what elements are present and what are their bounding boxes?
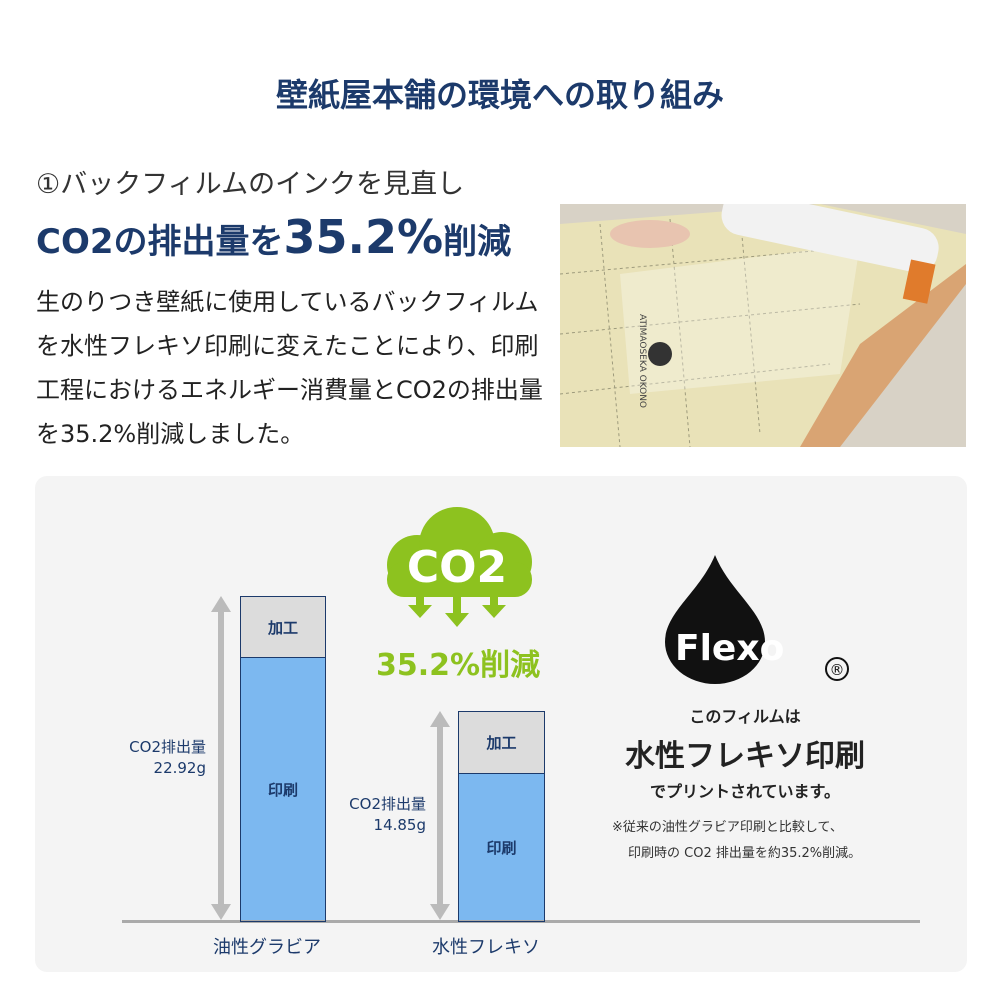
segment-printing: 印刷 bbox=[241, 658, 325, 920]
co2-cloud-icon: CO2 bbox=[387, 507, 532, 627]
double-arrow-icon bbox=[211, 596, 231, 920]
flexo-line2: 水性フレキソ印刷 bbox=[625, 739, 865, 774]
segment-processing: 加工 bbox=[241, 597, 325, 658]
bar-gravure: 加工 印刷 bbox=[240, 596, 326, 922]
page-title: 壁紙屋本舗の環境への取り組み bbox=[275, 76, 724, 114]
flexo-logo: Flexo ® bbox=[665, 555, 849, 684]
flexo-line1: このフィルムは bbox=[689, 707, 801, 726]
bar-total-label: CO2排出量 22.92g bbox=[129, 738, 206, 777]
photo-print-text: ATIMAOSEKA OKONO bbox=[637, 314, 647, 408]
flexo-note2: 印刷時の CO2 排出量を約35.2%削減。 bbox=[628, 846, 862, 861]
bar-flexo: 加工 印刷 bbox=[458, 711, 545, 922]
product-photo: ATIMAOSEKA OKONO bbox=[560, 204, 966, 447]
section-subtitle: ①バックフィルムのインクを見直し bbox=[36, 169, 465, 200]
flexo-line3: でプリントされています。 bbox=[650, 782, 840, 801]
flexo-note1: ※従来の油性グラビア印刷と比較して、 bbox=[612, 820, 843, 835]
category-label: 水性フレキソ bbox=[432, 937, 540, 958]
segment-processing: 加工 bbox=[459, 712, 544, 774]
body-text: 生のりつき壁紙に使用しているバックフィルムを水性フレキソ印刷に変えたことにより、… bbox=[36, 288, 543, 448]
category-label: 油性グラビア bbox=[213, 937, 321, 958]
headline-value: 35.2% bbox=[283, 210, 444, 264]
double-arrow-icon bbox=[430, 711, 450, 920]
headline-prefix: CO2の排出量を bbox=[36, 222, 284, 262]
svg-text:Flexo: Flexo bbox=[675, 628, 784, 669]
cloud-label: CO2 bbox=[407, 542, 507, 593]
headline: CO2の排出量を35.2%削減 bbox=[36, 210, 511, 264]
headline-suffix: 削減 bbox=[443, 222, 512, 262]
svg-text:®: ® bbox=[830, 661, 845, 679]
bar-total-label: CO2排出量 14.85g bbox=[349, 795, 426, 834]
segment-printing: 印刷 bbox=[459, 774, 544, 920]
reduction-label: 35.2%削減 bbox=[376, 648, 541, 683]
